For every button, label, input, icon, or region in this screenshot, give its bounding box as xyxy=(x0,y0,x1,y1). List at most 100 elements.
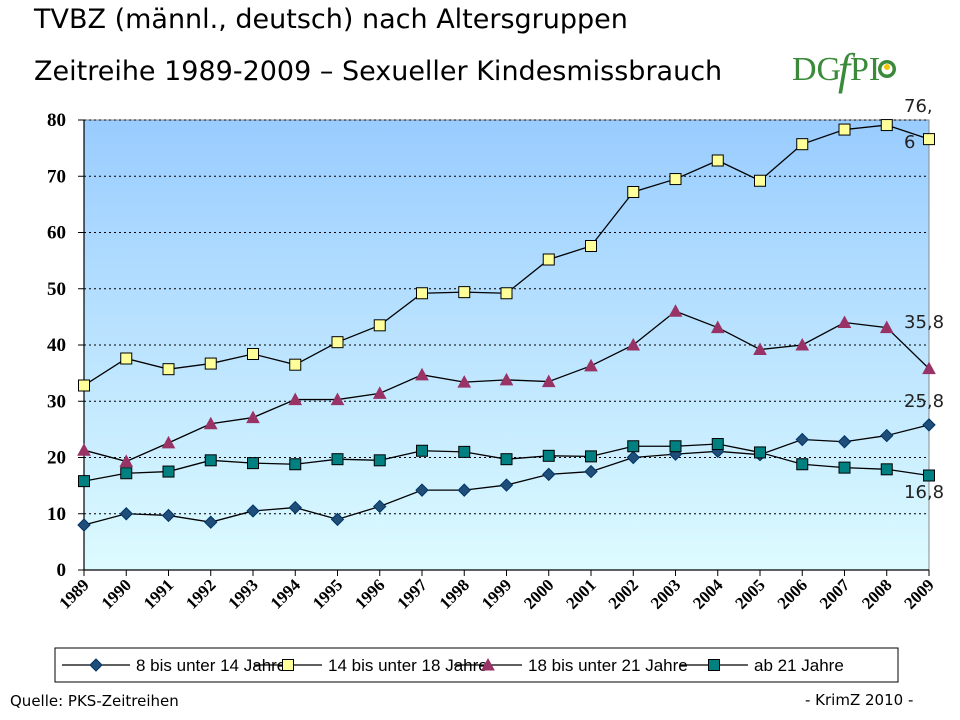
data-point-0-10 xyxy=(499,478,514,492)
x-tick-label: 1997 xyxy=(393,575,431,613)
chart-subtitle: Zeitreihe 1989-2009 – Sexueller Kindesmi… xyxy=(34,56,723,87)
data-point-2-11 xyxy=(541,374,556,388)
x-tick-label: 1990 xyxy=(98,575,135,612)
data-point-2-18 xyxy=(837,315,852,328)
data-point-2-3 xyxy=(203,416,218,430)
gridlines xyxy=(84,119,929,515)
data-point-3-3 xyxy=(204,454,217,467)
end-label: 35,8 xyxy=(904,312,944,333)
data-point-1-11 xyxy=(542,253,555,266)
chart-title: TVBZ (männl., deutsch) nach Altersgruppe… xyxy=(34,4,628,35)
dgfpi-logo: DG f PI xyxy=(792,45,896,94)
data-point-3-4 xyxy=(247,457,259,470)
y-tick-label: 60 xyxy=(47,223,66,244)
data-point-3-11 xyxy=(542,449,555,462)
data-point-3-0 xyxy=(78,475,90,488)
x-tick-label: 1992 xyxy=(182,575,219,612)
data-point-3-17 xyxy=(796,458,809,471)
x-tick-label: 2007 xyxy=(816,575,854,613)
end-label: 76, xyxy=(904,96,933,117)
data-point-1-5 xyxy=(289,358,302,371)
data-point-1-18 xyxy=(838,123,851,136)
data-point-3-6 xyxy=(331,453,344,466)
data-point-2-9 xyxy=(457,375,472,388)
x-tick-label: 1998 xyxy=(436,575,473,612)
data-point-0-0 xyxy=(77,518,91,532)
data-point-1-17 xyxy=(796,138,809,151)
data-point-3-1 xyxy=(120,467,133,480)
data-point-1-14 xyxy=(669,173,682,186)
data-point-3-5 xyxy=(289,458,302,471)
data-point-0-11 xyxy=(542,467,556,482)
data-point-0-4 xyxy=(246,504,260,518)
legend-label: ab 21 Jahre xyxy=(754,656,844,675)
x-tick-label: 2003 xyxy=(647,575,684,612)
data-point-3-13 xyxy=(627,440,640,453)
logo-text-dg: DG xyxy=(792,51,841,88)
x-tick-label: 2001 xyxy=(562,575,599,612)
data-point-1-0 xyxy=(78,379,90,392)
x-tick-label: 2009 xyxy=(900,575,937,612)
data-point-1-4 xyxy=(247,348,259,360)
data-point-0-3 xyxy=(204,515,218,529)
data-point-0-12 xyxy=(584,464,598,479)
data-point-3-15 xyxy=(711,438,724,450)
data-point-1-15 xyxy=(711,154,724,167)
data-point-1-2 xyxy=(162,363,175,376)
y-tick-label: 40 xyxy=(47,335,66,356)
data-point-2-8 xyxy=(415,367,429,381)
data-point-2-10 xyxy=(499,372,514,386)
data-point-2-20 xyxy=(922,361,936,375)
data-point-1-1 xyxy=(120,352,133,365)
x-tick-label: 1989 xyxy=(55,575,92,612)
x-axis-ticks: 1989 1990 1991 1992 1993 1994 1995 1996 1997 1998… xyxy=(55,570,938,613)
data-point-1-10 xyxy=(500,287,513,300)
legend-marker xyxy=(708,659,720,671)
data-point-0-17 xyxy=(795,432,809,447)
data-point-0-9 xyxy=(457,483,471,497)
data-point-2-4 xyxy=(246,410,260,424)
x-tick-label: 2005 xyxy=(731,575,768,612)
x-tick-label: 2008 xyxy=(858,575,895,612)
y-tick-label: 20 xyxy=(47,448,66,469)
data-point-3-10 xyxy=(500,453,513,466)
data-point-1-9 xyxy=(458,286,471,299)
legend-marker xyxy=(89,658,103,672)
series-markers xyxy=(77,119,936,532)
data-point-3-8 xyxy=(416,444,428,457)
x-tick-label: 1994 xyxy=(267,575,305,613)
data-point-3-16 xyxy=(754,446,766,459)
data-point-3-12 xyxy=(585,450,597,463)
data-point-2-12 xyxy=(584,358,598,372)
data-point-0-18 xyxy=(837,435,852,449)
y-tick-label: 0 xyxy=(57,560,67,581)
data-point-0-13 xyxy=(626,450,640,465)
data-point-0-8 xyxy=(415,483,429,497)
data-point-0-6 xyxy=(330,512,345,527)
data-point-2-13 xyxy=(626,337,641,351)
data-point-2-16 xyxy=(753,342,767,355)
data-point-3-2 xyxy=(162,465,175,478)
x-tick-label: 1993 xyxy=(224,575,261,612)
data-point-2-5 xyxy=(288,392,303,406)
data-point-2-1 xyxy=(119,454,134,467)
data-point-3-19 xyxy=(880,463,893,476)
x-tick-label: 2002 xyxy=(605,575,642,612)
end-label-cont: 6 xyxy=(904,132,915,153)
data-point-1-12 xyxy=(585,240,597,252)
data-point-2-17 xyxy=(795,337,810,351)
data-point-2-14 xyxy=(668,304,683,317)
legend-marker xyxy=(282,659,294,671)
data-point-1-13 xyxy=(627,186,640,198)
data-point-3-14 xyxy=(669,440,682,453)
data-point-0-7 xyxy=(373,499,387,514)
source-note: Quelle: PKS-Zeitreihen xyxy=(10,692,179,710)
data-point-1-16 xyxy=(754,174,766,187)
data-point-2-2 xyxy=(161,435,176,449)
data-point-0-2 xyxy=(161,508,176,523)
x-tick-label: 2004 xyxy=(689,575,727,613)
y-tick-label: 50 xyxy=(47,279,66,300)
data-point-3-9 xyxy=(458,445,471,458)
y-axis-ticks: 0 10 20 30 40 50 60 70 80 xyxy=(47,110,84,581)
